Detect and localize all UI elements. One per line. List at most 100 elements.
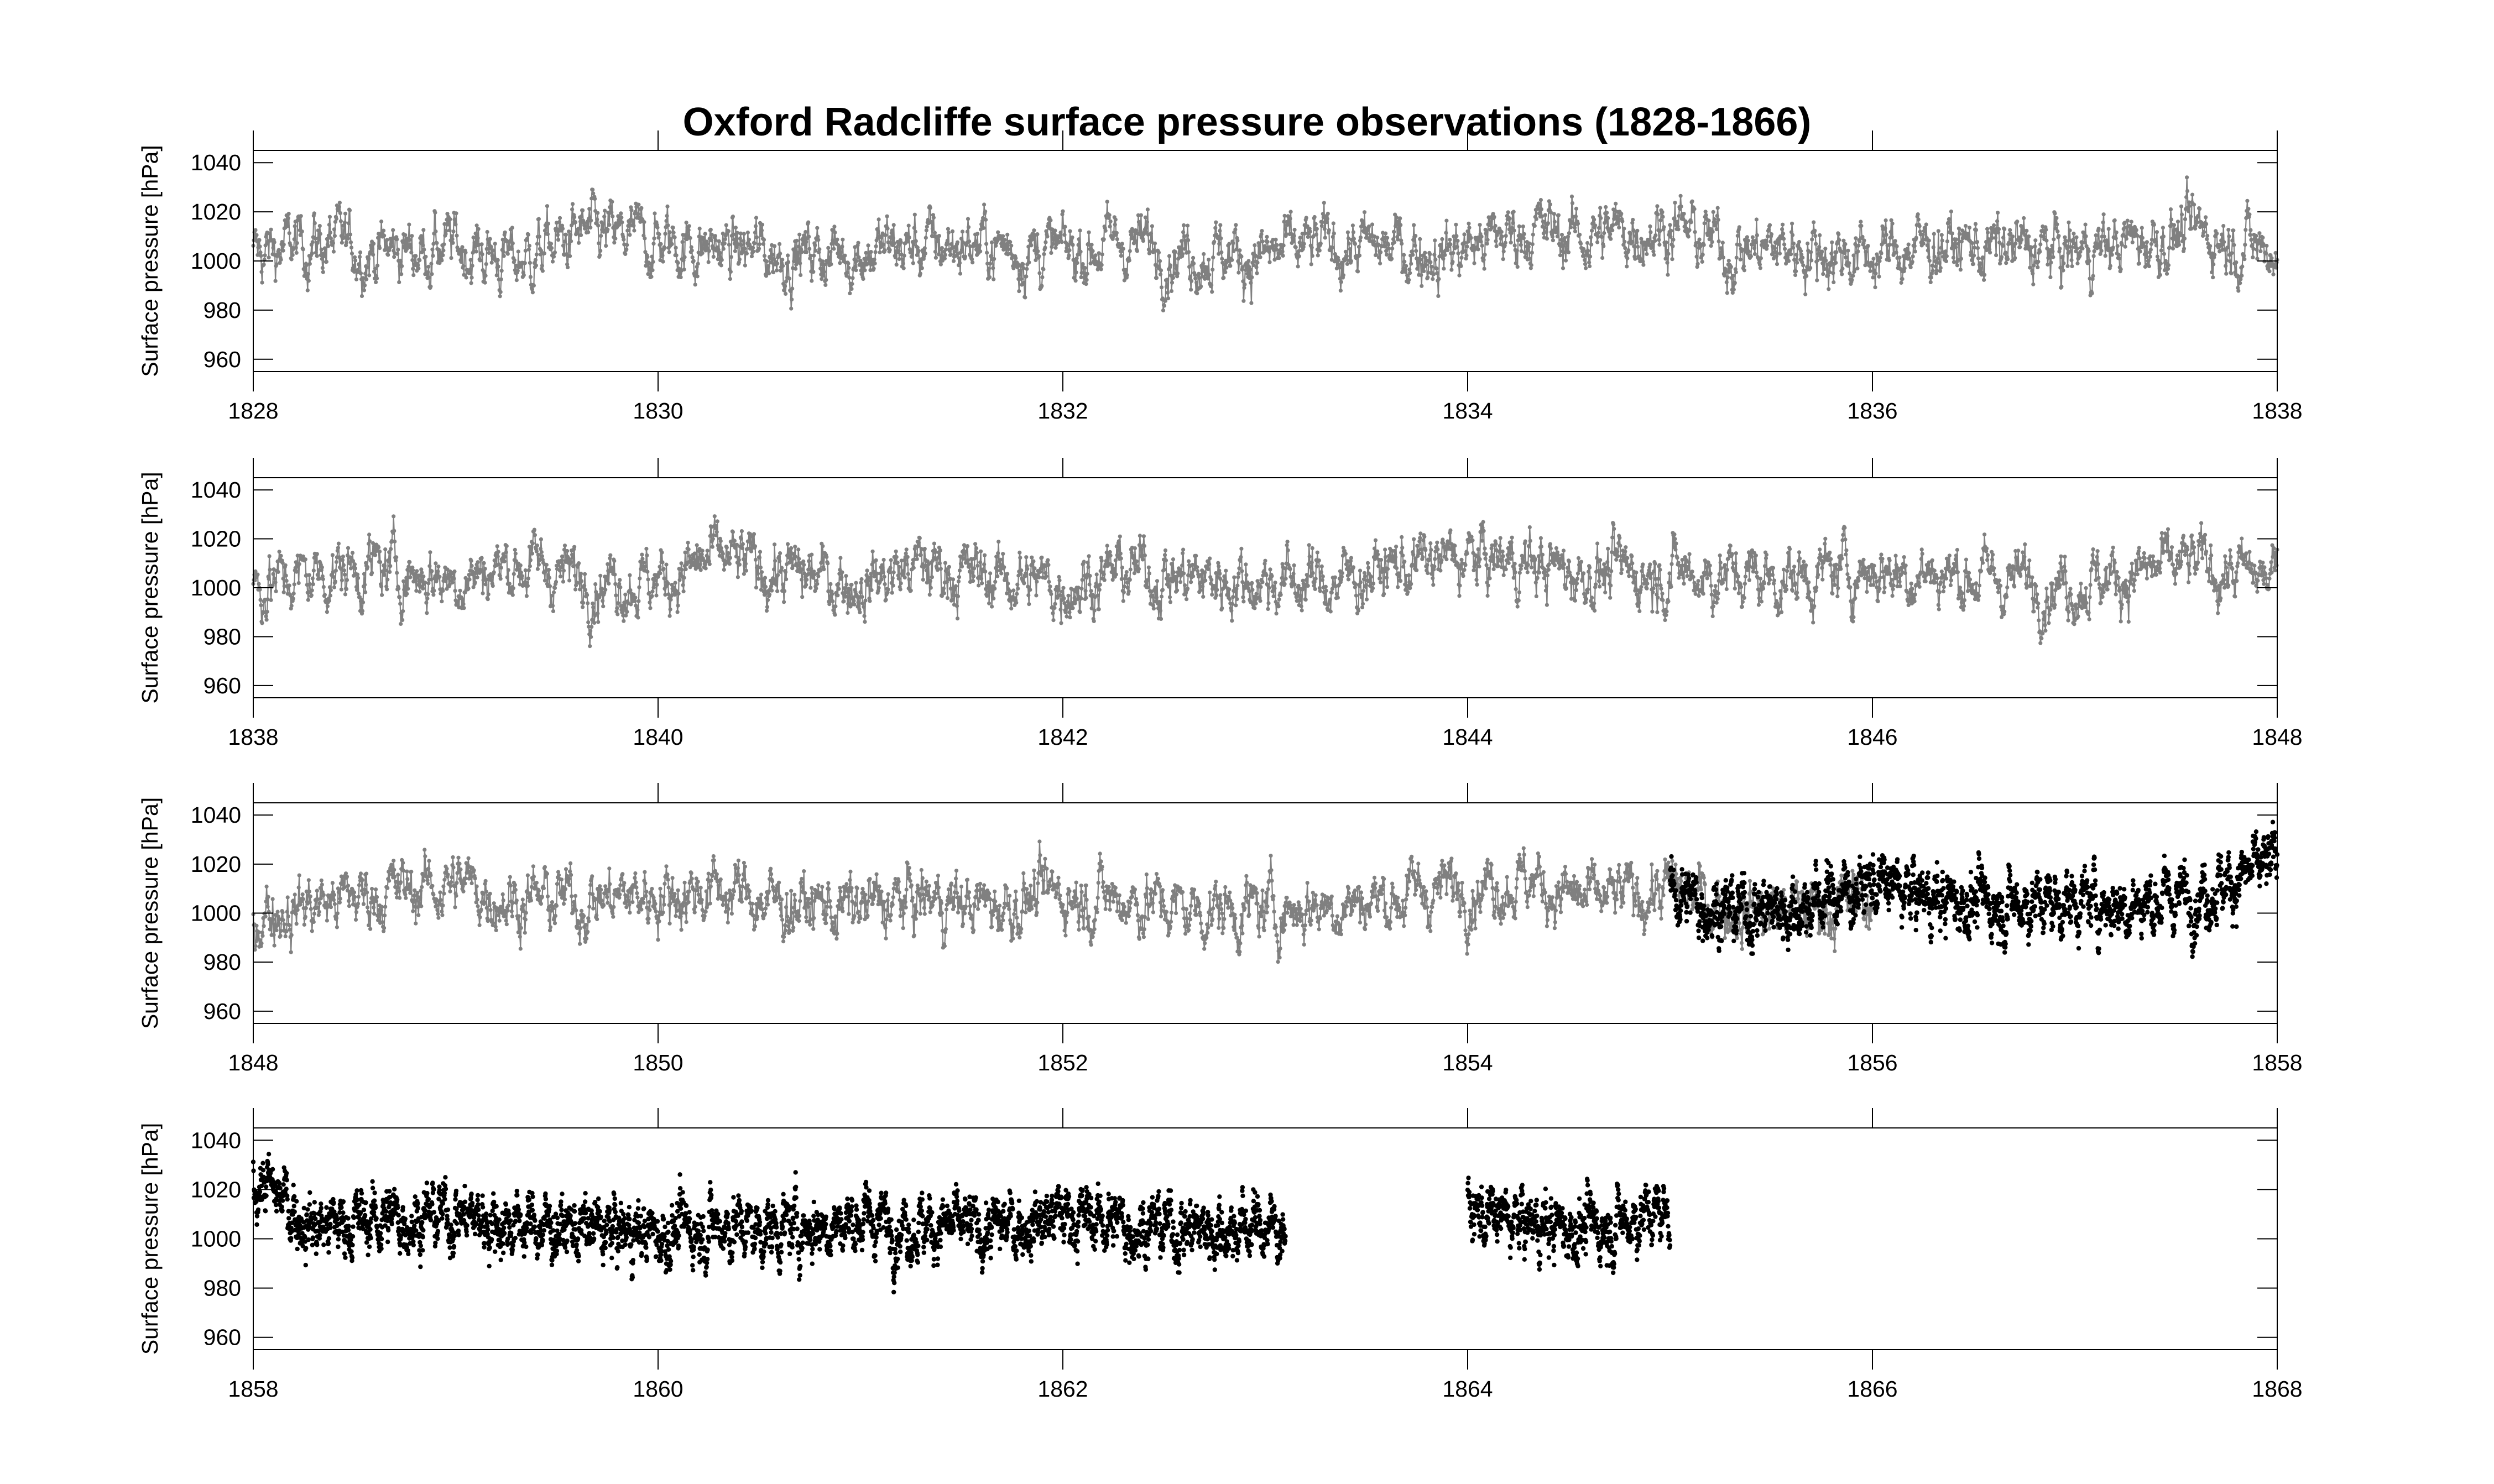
data-point: [434, 561, 438, 566]
data-point: [1726, 258, 1731, 263]
data-point: [2081, 231, 2086, 235]
data-point: [1309, 262, 1313, 267]
data-point: [1281, 243, 1286, 248]
data-point: [257, 582, 261, 586]
data-point: [320, 257, 324, 261]
data-point: [429, 262, 434, 266]
data-point: [1234, 247, 1239, 252]
data-point: [1976, 256, 1981, 260]
data-point: [715, 519, 719, 524]
data-point: [2182, 247, 2187, 251]
data-point: [1625, 256, 1630, 260]
data-point: [552, 250, 557, 255]
data-point: [1108, 224, 1112, 229]
data-point: [1344, 254, 1349, 258]
data-point: [502, 254, 506, 258]
data-point: [876, 586, 881, 590]
data-point: [1935, 257, 1940, 261]
data-point: [1614, 201, 1618, 206]
data-point: [363, 582, 367, 587]
data-point: [988, 262, 993, 266]
data-point: [1765, 243, 1770, 248]
data-point: [813, 243, 817, 248]
data-point: [907, 235, 911, 239]
data-point: [2160, 244, 2164, 248]
data-point: [1245, 271, 1250, 276]
data-point: [756, 247, 761, 251]
data-point: [601, 222, 605, 226]
data-point: [1986, 230, 1990, 235]
data-point: [754, 216, 759, 220]
data-point: [1955, 263, 1959, 268]
data-point: [721, 552, 725, 556]
data-point: [1905, 247, 1909, 251]
data-point: [2255, 257, 2260, 261]
data-point: [549, 593, 554, 598]
data-point: [631, 218, 635, 223]
data-point: [1343, 249, 1348, 254]
data-point: [389, 547, 393, 551]
data-point: [2048, 275, 2053, 279]
data-point: [305, 288, 310, 292]
data-point: [1742, 268, 1746, 273]
data-point: [773, 558, 778, 563]
data-point: [787, 276, 792, 281]
data-point: [1420, 284, 1424, 288]
data-point: [895, 561, 900, 565]
data-point: [1745, 235, 1749, 239]
data-point: [1157, 259, 1162, 263]
data-point: [1479, 234, 1484, 239]
data-point: [1907, 251, 1911, 255]
data-point: [1937, 251, 1941, 255]
data-point: [791, 563, 795, 568]
data-point: [606, 562, 610, 566]
data-point: [662, 576, 666, 581]
data-point: [1969, 250, 1974, 254]
data-point: [1467, 226, 1472, 230]
data-point: [561, 243, 566, 248]
data-point: [599, 234, 603, 238]
data-point: [526, 232, 531, 237]
data-point: [1442, 267, 1446, 271]
data-point: [591, 605, 596, 609]
data-point: [1171, 275, 1176, 280]
panel-1: 1828 1830 1832 1834 1836 18389609801000102010…: [137, 130, 2303, 424]
data-point: [611, 214, 615, 218]
data-point: [497, 562, 501, 567]
data-point: [440, 599, 444, 604]
data-point: [374, 280, 378, 284]
data-point: [2153, 239, 2158, 244]
data-point: [1511, 221, 1515, 225]
data-point: [2110, 253, 2114, 257]
data-point: [1827, 287, 1831, 291]
data-point: [1154, 276, 1159, 280]
data-point: [1074, 256, 1079, 260]
data-point: [1136, 213, 1140, 217]
data-point: [254, 233, 259, 237]
data-point: [597, 241, 601, 245]
data-point: [921, 577, 925, 582]
data-point: [1579, 242, 1583, 246]
data-point: [285, 224, 290, 228]
data-point: [2154, 230, 2159, 234]
data-point: [905, 562, 909, 567]
data-point: [530, 551, 535, 556]
data-point: [554, 579, 559, 584]
data-point: [326, 244, 331, 248]
data-point: [764, 609, 769, 613]
data-point: [1274, 247, 1279, 252]
data-point: [886, 587, 890, 592]
data-point: [852, 602, 857, 607]
data-point: [707, 562, 712, 566]
data-point: [824, 278, 828, 282]
data-point: [764, 259, 769, 264]
data-point: [1061, 209, 1065, 213]
data-point: [1707, 218, 1711, 223]
x-tick-label: 1830: [633, 398, 683, 424]
data-point: [1035, 232, 1040, 237]
x-tick-label: 1836: [1847, 398, 1897, 424]
data-point: [1720, 241, 1725, 245]
data-point: [1895, 244, 1899, 248]
data-point: [526, 576, 531, 581]
data-point: [1585, 241, 1590, 245]
